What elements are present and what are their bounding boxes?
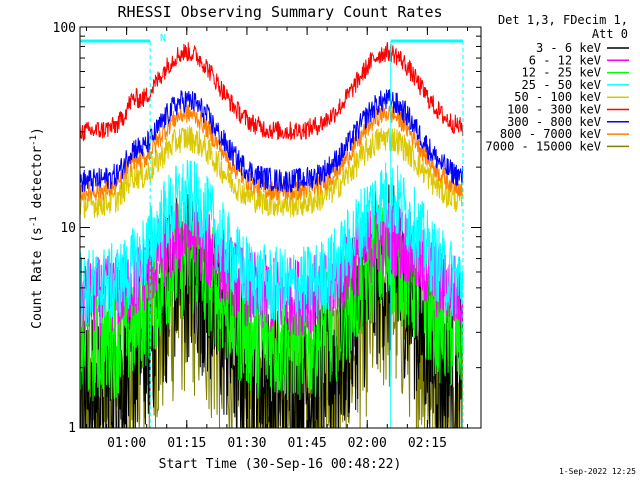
series-line-6 bbox=[80, 89, 464, 193]
x-tick-label-4: 02:00 bbox=[348, 436, 387, 451]
y-axis-label-main: Count Rate (s bbox=[30, 227, 45, 329]
y-tick-label-100: 100 bbox=[53, 21, 76, 36]
legend-label-1: 6 - 12 keV bbox=[529, 53, 601, 67]
x-tick-label-2: 01:30 bbox=[227, 436, 266, 451]
legend-label-0: 3 - 6 keV bbox=[536, 41, 601, 55]
series-layer bbox=[80, 42, 464, 428]
legend-label-6: 300 - 800 keV bbox=[507, 115, 601, 129]
legend-label-7: 800 - 7000 keV bbox=[500, 127, 601, 141]
series-line-5 bbox=[80, 42, 464, 142]
y-axis-label-close: ) bbox=[30, 127, 45, 135]
y-axis-label-sup1: -1 bbox=[29, 216, 39, 227]
x-tick-labels: 01:00 01:15 01:30 01:45 02:00 02:15 bbox=[107, 436, 447, 451]
y-axis-label-sup2: -1 bbox=[29, 135, 39, 146]
x-tick-label-0: 01:00 bbox=[107, 436, 146, 451]
series-line-4 bbox=[80, 125, 464, 219]
chart-title: RHESSI Observing Summary Count Rates bbox=[117, 3, 442, 21]
y-axis-label-tail: detector bbox=[30, 146, 45, 217]
legend-header-2: Att 0 bbox=[592, 27, 628, 41]
x-tick-label-3: 01:45 bbox=[288, 436, 327, 451]
series-line-2 bbox=[80, 203, 464, 402]
legend-label-4: 50 - 100 keV bbox=[514, 90, 601, 104]
legend-header-1: Det 1,3, FDecim 1, bbox=[498, 13, 628, 27]
x-axis-label: Start Time (30-Sep-16 00:48:22) bbox=[159, 457, 402, 472]
x-tick-label-1: 01:15 bbox=[167, 436, 206, 451]
tick-layer bbox=[80, 26, 481, 429]
footer-timestamp: 1-Sep-2022 12:25 bbox=[559, 467, 636, 476]
series-line-7 bbox=[80, 104, 464, 202]
y-tick-label-1: 1 bbox=[68, 421, 76, 436]
legend-label-8: 7000 - 15000 keV bbox=[485, 139, 601, 153]
series-line-3 bbox=[80, 159, 464, 328]
night-bar-label: N bbox=[160, 33, 166, 44]
legend-label-5: 100 - 300 keV bbox=[507, 103, 601, 117]
legend-label-2: 12 - 25 keV bbox=[522, 66, 601, 80]
legend-label-3: 25 - 50 keV bbox=[522, 78, 601, 92]
y-tick-label-10: 10 bbox=[60, 221, 76, 236]
y-axis-label: Count Rate (s-1 detector-1) bbox=[29, 127, 45, 329]
x-tick-label-5: 02:15 bbox=[408, 436, 447, 451]
